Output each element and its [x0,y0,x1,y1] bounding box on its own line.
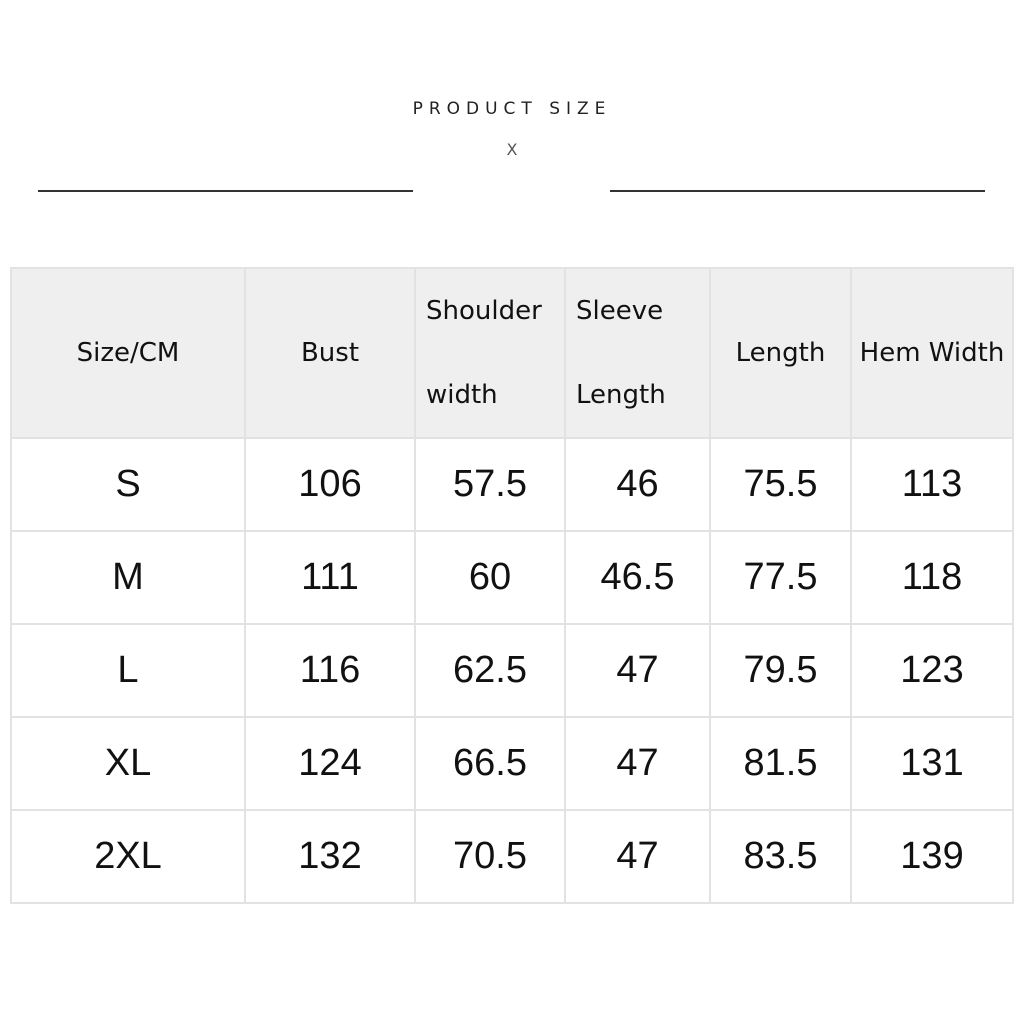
cell-size: L [10,623,246,718]
cell-shoulder-width: 57.5 [414,437,566,532]
cell-hem-width: 118 [850,530,1014,625]
cell-sleeve-length: 47 [564,623,711,718]
cell-length: 77.5 [709,530,852,625]
column-header-shoulder-width: Shoulder width [414,267,566,439]
table-header-row: Size/CM Bust Shoulder width Sleeve Length … [10,267,1014,439]
divider-right [610,190,985,192]
cell-bust: 124 [244,716,416,811]
cell-hem-width: 139 [850,809,1014,904]
column-header-size: Size/CM [10,267,246,439]
cell-bust: 132 [244,809,416,904]
cell-sleeve-length: 46.5 [564,530,711,625]
cell-length: 75.5 [709,437,852,532]
cell-bust: 116 [244,623,416,718]
size-chart-table: Size/CM Bust Shoulder width Sleeve Length … [10,267,1014,904]
cell-sleeve-length: 47 [564,716,711,811]
cell-bust: 111 [244,530,416,625]
divider-left [38,190,413,192]
cell-sleeve-length: 46 [564,437,711,532]
table-row: 2XL 132 70.5 47 83.5 139 [10,809,1014,904]
cell-hem-width: 123 [850,623,1014,718]
table-row: XL 124 66.5 47 81.5 131 [10,716,1014,811]
column-header-hem-width: Hem Width [850,267,1014,439]
cell-sleeve-length: 47 [564,809,711,904]
cell-length: 81.5 [709,716,852,811]
cell-shoulder-width: 66.5 [414,716,566,811]
cell-length: 83.5 [709,809,852,904]
cell-length: 79.5 [709,623,852,718]
cell-hem-width: 113 [850,437,1014,532]
cell-bust: 106 [244,437,416,532]
title-subtitle: X [506,140,518,159]
cell-hem-width: 131 [850,716,1014,811]
cell-shoulder-width: 62.5 [414,623,566,718]
column-header-length: Length [709,267,852,439]
table-row: M 111 60 46.5 77.5 118 [10,530,1014,625]
table-row: L 116 62.5 47 79.5 123 [10,623,1014,718]
page-title: PRODUCT SIZE [412,99,612,119]
cell-size: M [10,530,246,625]
table-row: S 106 57.5 46 75.5 113 [10,437,1014,532]
cell-shoulder-width: 70.5 [414,809,566,904]
cell-size: 2XL [10,809,246,904]
cell-size: S [10,437,246,532]
cell-size: XL [10,716,246,811]
cell-shoulder-width: 60 [414,530,566,625]
column-header-sleeve-length: Sleeve Length [564,267,711,439]
column-header-bust: Bust [244,267,416,439]
